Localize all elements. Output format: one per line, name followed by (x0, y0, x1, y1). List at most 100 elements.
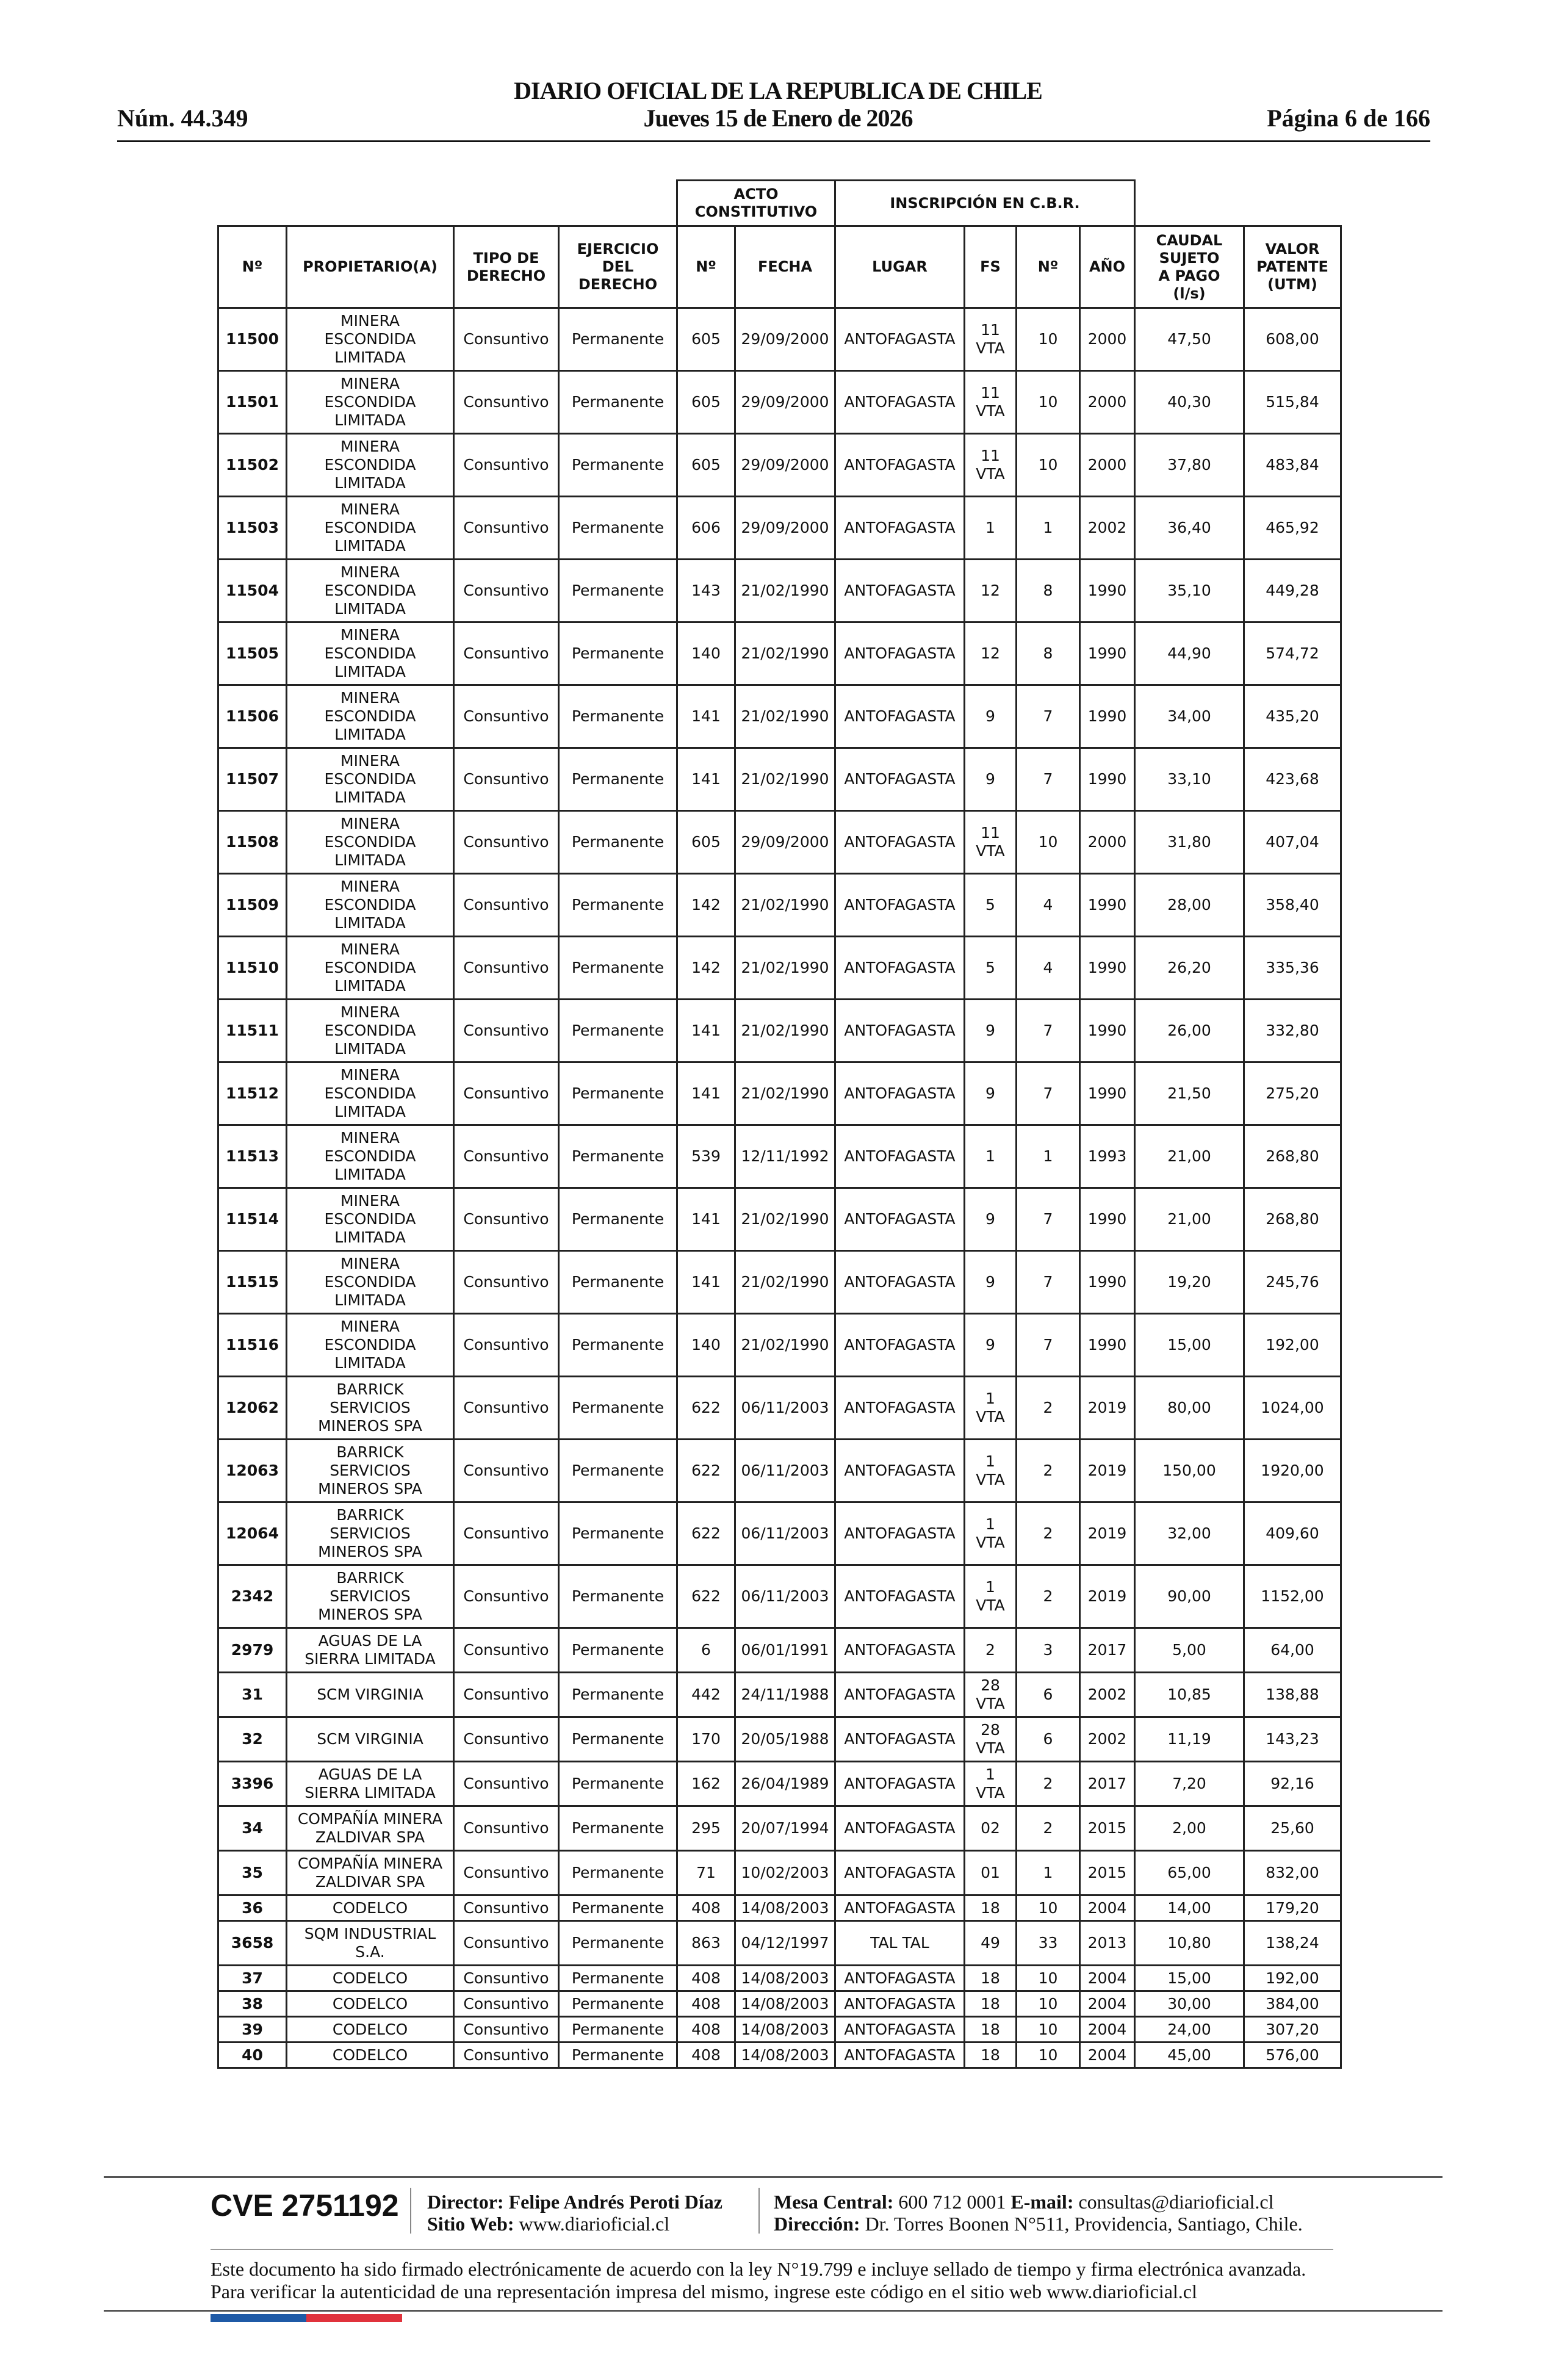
cell-propietario: MINERA ESCONDIDA LIMITADA (286, 1250, 455, 1314)
table-row: 40 CODELCO Consuntivo Permanente 408 14/08/20… (217, 2041, 1342, 2069)
email-link[interactable]: consultas@diarioficial.cl (1078, 2191, 1274, 2213)
cell-tipo-derecho: Consuntivo (453, 433, 560, 497)
cell-numero: 11516 (217, 1313, 287, 1377)
cell-ejercicio: Permanente (558, 684, 678, 749)
cell-valor-patente: 832,00 (1243, 1850, 1342, 1896)
cell-inscripcion-numero: 2 (1015, 1438, 1081, 1503)
cell-anio: 2000 (1079, 370, 1136, 435)
cell-fs: 18 (963, 2016, 1017, 2043)
cell-caudal: 10,85 (1134, 1671, 1245, 1718)
cell-acto-numero: 141 (676, 998, 736, 1063)
cell-tipo-derecho: Consuntivo (453, 747, 560, 812)
column-header-ejercicio: EJERCICIO DEL DERECHO (558, 225, 678, 309)
cell-propietario: MINERA ESCONDIDA LIMITADA (286, 370, 455, 435)
cell-inscripcion-numero: 6 (1015, 1671, 1081, 1718)
cell-lugar: ANTOFAGASTA (834, 2041, 965, 2069)
cell-anio: 2015 (1079, 1850, 1136, 1896)
cell-inscripcion-numero: 2 (1015, 1761, 1081, 1807)
cell-propietario: MINERA ESCONDIDA LIMITADA (286, 873, 455, 937)
cell-lugar: ANTOFAGASTA (834, 496, 965, 560)
table-row: 31 SCM VIRGINIA Consuntivo Permanente 442 24/… (217, 1671, 1342, 1718)
cell-acto-numero: 141 (676, 684, 736, 749)
cell-tipo-derecho: Consuntivo (453, 1438, 560, 1503)
cell-inscripcion-numero: 3 (1015, 1627, 1081, 1673)
cell-valor-patente: 64,00 (1243, 1627, 1342, 1673)
cell-fs: 01 (963, 1850, 1017, 1896)
cell-numero: 11510 (217, 936, 287, 1000)
cell-fs: 9 (963, 1250, 1017, 1314)
cell-fs: 9 (963, 998, 1017, 1063)
cell-fs: 9 (963, 1187, 1017, 1252)
cell-valor-patente: 483,84 (1243, 433, 1342, 497)
cell-fs: 2 (963, 1627, 1017, 1673)
table-row: 34 COMPAÑÍA MINERA ZALDIVAR SPA Consuntivo… (217, 1805, 1342, 1852)
cell-propietario: CODELCO (286, 2041, 455, 2069)
website-link[interactable]: www.diarioficial.cl (519, 2213, 670, 2235)
cell-valor-patente: 574,72 (1243, 621, 1342, 686)
cell-anio: 2017 (1079, 1761, 1136, 1807)
cell-tipo-derecho: Consuntivo (453, 810, 560, 874)
cell-anio: 1990 (1079, 1313, 1136, 1377)
cell-tipo-derecho: Consuntivo (453, 1761, 560, 1807)
cell-caudal: 37,80 (1134, 433, 1245, 497)
cell-anio: 1990 (1079, 1187, 1136, 1252)
cell-inscripcion-numero: 10 (1015, 433, 1081, 497)
cell-tipo-derecho: Consuntivo (453, 684, 560, 749)
table-row: 39 CODELCO Consuntivo Permanente 408 14/08/20… (217, 2016, 1342, 2043)
cell-acto-fecha: 14/08/2003 (734, 1990, 836, 2018)
cell-acto-fecha: 04/12/1997 (734, 1920, 836, 1966)
cell-acto-fecha: 14/08/2003 (734, 1894, 836, 1922)
cell-caudal: 44,90 (1134, 621, 1245, 686)
cell-fs: 9 (963, 1061, 1017, 1126)
cell-ejercicio: Permanente (558, 998, 678, 1063)
cell-propietario: SCM VIRGINIA (286, 1716, 455, 1762)
cell-ejercicio: Permanente (558, 1124, 678, 1189)
cell-caudal: 26,00 (1134, 998, 1245, 1063)
cell-valor-patente: 192,00 (1243, 1964, 1342, 1992)
cell-numero: 11514 (217, 1187, 287, 1252)
cell-numero: 11513 (217, 1124, 287, 1189)
table-row: 11512 MINERA ESCONDIDA LIMITADA Consuntivo… (217, 1061, 1342, 1126)
footer-bottom-divider (104, 2310, 1443, 2312)
cell-anio: 2004 (1079, 2016, 1136, 2043)
cell-lugar: ANTOFAGASTA (834, 2016, 965, 2043)
legal-notice: Este documento ha sido firmado electróni… (211, 2258, 1306, 2302)
cell-numero: 38 (217, 1990, 287, 2018)
cell-inscripcion-numero: 10 (1015, 810, 1081, 874)
cell-lugar: ANTOFAGASTA (834, 1627, 965, 1673)
cell-numero: 2979 (217, 1627, 287, 1673)
cell-inscripcion-numero: 7 (1015, 1313, 1081, 1377)
cell-numero: 11512 (217, 1061, 287, 1126)
cell-lugar: ANTOFAGASTA (834, 936, 965, 1000)
cell-fs: 5 (963, 873, 1017, 937)
cell-anio: 2004 (1079, 1964, 1136, 1992)
cell-ejercicio: Permanente (558, 1250, 678, 1314)
cell-valor-patente: 608,00 (1243, 307, 1342, 372)
cell-tipo-derecho: Consuntivo (453, 873, 560, 937)
cell-propietario: MINERA ESCONDIDA LIMITADA (286, 307, 455, 372)
cell-ejercicio: Permanente (558, 307, 678, 372)
cell-valor-patente: 407,04 (1243, 810, 1342, 874)
cell-inscripcion-numero: 10 (1015, 1894, 1081, 1922)
cell-ejercicio: Permanente (558, 1716, 678, 1762)
cell-acto-numero: 143 (676, 558, 736, 623)
cell-fs: 11 VTA (963, 370, 1017, 435)
table-row: 11509 MINERA ESCONDIDA LIMITADA Consuntivo… (217, 873, 1342, 937)
footer-divider (104, 2176, 1443, 2178)
cell-numero: 32 (217, 1716, 287, 1762)
cell-caudal: 45,00 (1134, 2041, 1245, 2069)
cell-valor-patente: 358,40 (1243, 873, 1342, 937)
cell-acto-fecha: 06/11/2003 (734, 1376, 836, 1440)
cell-acto-fecha: 12/11/1992 (734, 1124, 836, 1189)
cell-caudal: 21,00 (1134, 1124, 1245, 1189)
cell-acto-numero: 141 (676, 747, 736, 812)
cell-caudal: 80,00 (1134, 1376, 1245, 1440)
table-row: 11515 MINERA ESCONDIDA LIMITADA Consuntivo… (217, 1250, 1342, 1314)
cell-caudal: 19,20 (1134, 1250, 1245, 1314)
water-rights-table: ACTO CONSTITUTIVO INSCRIPCIÓN EN C.B.R. … (217, 179, 1342, 2069)
cell-numero: 3396 (217, 1761, 287, 1807)
cell-fs: 11 VTA (963, 810, 1017, 874)
cell-acto-numero: 6 (676, 1627, 736, 1673)
cell-acto-numero: 605 (676, 433, 736, 497)
cell-ejercicio: Permanente (558, 433, 678, 497)
